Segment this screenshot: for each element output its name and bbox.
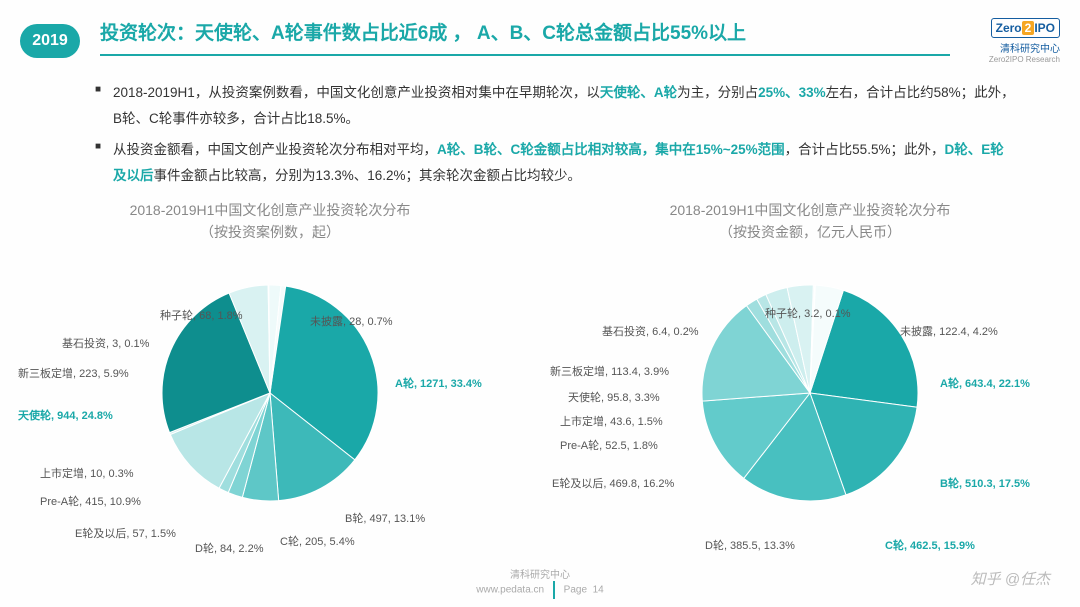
pie-label: E轮及以后, 469.8, 16.2% [552,475,674,491]
pie-label: 种子轮, 68, 1.8% [160,307,243,323]
pie-label: 上市定增, 10, 0.3% [40,465,134,481]
pie-label: A轮, 643.4, 22.1% [940,375,1030,391]
pie-label: B轮, 510.3, 17.5% [940,475,1030,491]
bullet-item: 2018-2019H1，从投资案例数看，中国文化创意产业投资相对集中在早期轮次，… [95,80,1015,131]
chart-left-title-2: （按投资案例数，起） [0,221,540,243]
chart-right-title-2: （按投资金额，亿元人民币） [540,221,1080,243]
pie-label: 未披露, 122.4, 4.2% [900,323,998,339]
bullet-item: 从投资金额看，中国文创产业投资轮次分布相对平均，A轮、B轮、C轮金额占比相对较高… [95,137,1015,188]
pie-label: 种子轮, 3.2, 0.1% [765,305,851,321]
pie-label: 新三板定增, 113.4, 3.9% [550,363,669,379]
pie-label: D轮, 385.5, 13.3% [705,537,795,553]
pie-label: Pre-A轮, 415, 10.9% [40,493,141,509]
pie-label: 上市定增, 43.6, 1.5% [560,413,663,429]
chart-right-title-1: 2018-2019H1中国文化创意产业投资轮次分布 [540,199,1080,221]
chart-left-title-1: 2018-2019H1中国文化创意产业投资轮次分布 [0,199,540,221]
pie-label: 新三板定增, 223, 5.9% [18,365,129,381]
pie-label: 基石投资, 6.4, 0.2% [602,323,699,339]
year-badge: 2019 [20,24,80,58]
pie-label: B轮, 497, 13.1% [345,510,425,526]
pie-label: C轮, 462.5, 15.9% [885,537,975,553]
pie-label: A轮, 1271, 33.4% [395,375,482,391]
chart-right: 2018-2019H1中国文化创意产业投资轮次分布 （按投资金额，亿元人民币） … [540,195,1080,575]
pie-label: 天使轮, 944, 24.8% [18,407,113,423]
pie-label: C轮, 205, 5.4% [280,533,355,549]
pie-label: 天使轮, 95.8, 3.3% [568,389,660,405]
pie-label: Pre-A轮, 52.5, 1.8% [560,437,658,453]
footer: 清科研究中心 www.pedata.cn Page 14 [0,566,1080,599]
pie-label: E轮及以后, 57, 1.5% [75,525,176,541]
bullet-list: 2018-2019H1，从投资案例数看，中国文化创意产业投资相对集中在早期轮次，… [95,80,1015,195]
pie-label: D轮, 84, 2.2% [195,540,263,556]
pie-label: 未披露, 28, 0.7% [310,313,393,329]
watermark: 知乎 @任杰 [971,568,1050,589]
title-underline [100,54,950,56]
chart-left: 2018-2019H1中国文化创意产业投资轮次分布 （按投资案例数，起） A轮,… [0,195,540,575]
pie-label: 基石投资, 3, 0.1% [62,335,149,351]
brand-logo: Zero2IPO 清科研究中心 Zero2IPO Research [989,18,1060,64]
page-title: 投资轮次：天使轮、A轮事件数占比近6成 ， A、B、C轮总金额占比55%以上 [100,18,746,55]
